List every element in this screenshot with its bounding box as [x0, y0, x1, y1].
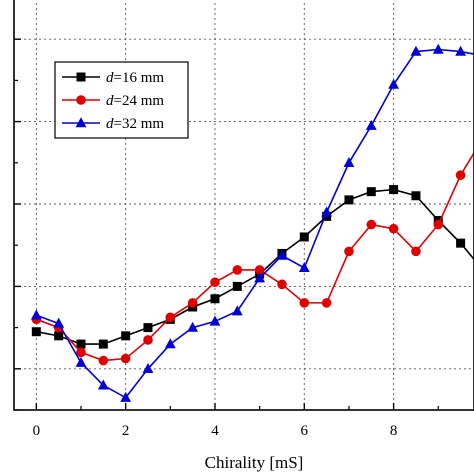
data-point-triangle: [455, 45, 467, 56]
x-tick-label: 0: [33, 423, 41, 439]
data-point-circle: [277, 279, 287, 290]
data-point-triangle: [164, 338, 176, 349]
data-point-triangle: [30, 309, 42, 320]
legend-label-italic: d: [106, 93, 114, 109]
data-point-triangle: [120, 391, 132, 402]
legend-label: d=32 mm: [106, 116, 164, 132]
data-point-triangle: [343, 157, 355, 167]
x-tick-label: 8: [390, 423, 398, 439]
series-layer: [30, 43, 474, 402]
legend: d=16 mmd=24 mmd=32 mm: [54, 61, 189, 139]
data-point-circle: [143, 335, 153, 345]
data-point-triangle: [254, 272, 266, 283]
data-point-triangle: [75, 117, 87, 128]
data-point-square: [31, 327, 41, 337]
data-point-circle: [165, 312, 176, 323]
legend-label-italic: d: [106, 116, 114, 132]
data-point-triangle: [75, 356, 87, 367]
data-point-triangle: [298, 262, 310, 273]
data-point-square: [456, 238, 466, 248]
data-point-square: [98, 339, 108, 349]
data-point-triangle: [187, 321, 199, 332]
data-point-circle: [433, 219, 444, 230]
legend-label-rest: =16 mm: [114, 70, 165, 86]
data-point-circle: [455, 170, 466, 180]
data-point-triangle: [321, 206, 333, 217]
data-point-circle: [120, 353, 131, 364]
data-point-square: [143, 323, 153, 333]
data-point-triangle: [432, 43, 444, 54]
data-point-circle: [299, 298, 310, 308]
legend-label: d=16 mm: [106, 70, 164, 86]
series-3: [30, 43, 474, 402]
data-point-triangle: [53, 317, 65, 328]
data-point-square: [411, 191, 421, 201]
data-point-square: [366, 187, 376, 197]
x-tick-label: 6: [301, 423, 309, 439]
x-tick-label: 2: [122, 423, 130, 439]
data-point-triangle: [231, 305, 243, 316]
data-point-circle: [344, 246, 354, 257]
grid: [14, 0, 474, 410]
data-point-circle: [366, 219, 377, 230]
x-tick-label: 4: [211, 423, 219, 439]
legend-item: d=32 mm: [62, 116, 164, 132]
data-point-square: [299, 232, 309, 242]
data-point-square: [54, 331, 64, 341]
data-point-circle: [411, 246, 421, 257]
data-point-square: [121, 331, 131, 341]
data-point-circle: [254, 265, 265, 275]
legend-label-italic: d: [106, 70, 114, 86]
data-point-circle: [98, 355, 109, 366]
data-point-square: [232, 281, 242, 291]
data-point-circle: [232, 265, 243, 275]
data-point-circle: [187, 298, 198, 308]
data-point-triangle: [97, 379, 109, 390]
legend-item: d=24 mm: [62, 93, 164, 109]
data-point-square: [389, 185, 399, 195]
legend-label: d=24 mm: [106, 93, 164, 109]
data-point-triangle: [276, 249, 288, 260]
data-point-circle: [388, 223, 399, 234]
data-point-triangle: [142, 363, 154, 373]
legend-item: d=16 mm: [62, 70, 164, 86]
data-point-triangle: [388, 78, 400, 89]
data-point-triangle: [365, 119, 377, 130]
data-point-square: [344, 195, 354, 205]
data-point-triangle: [410, 45, 422, 56]
legend-label-rest: =24 mm: [114, 93, 165, 109]
data-point-square: [210, 294, 220, 304]
data-point-circle: [76, 347, 86, 358]
data-point-circle: [210, 277, 220, 288]
data-point-circle: [76, 95, 86, 105]
legend-label-rest: =32 mm: [114, 116, 165, 132]
data-point-square: [76, 339, 86, 349]
data-point-circle: [321, 298, 332, 308]
x-axis-title: Chirality [mS]: [205, 453, 304, 472]
data-point-triangle: [209, 315, 221, 326]
ticks: 0 2 4 6 8: [14, 38, 439, 439]
data-point-square: [76, 72, 86, 82]
